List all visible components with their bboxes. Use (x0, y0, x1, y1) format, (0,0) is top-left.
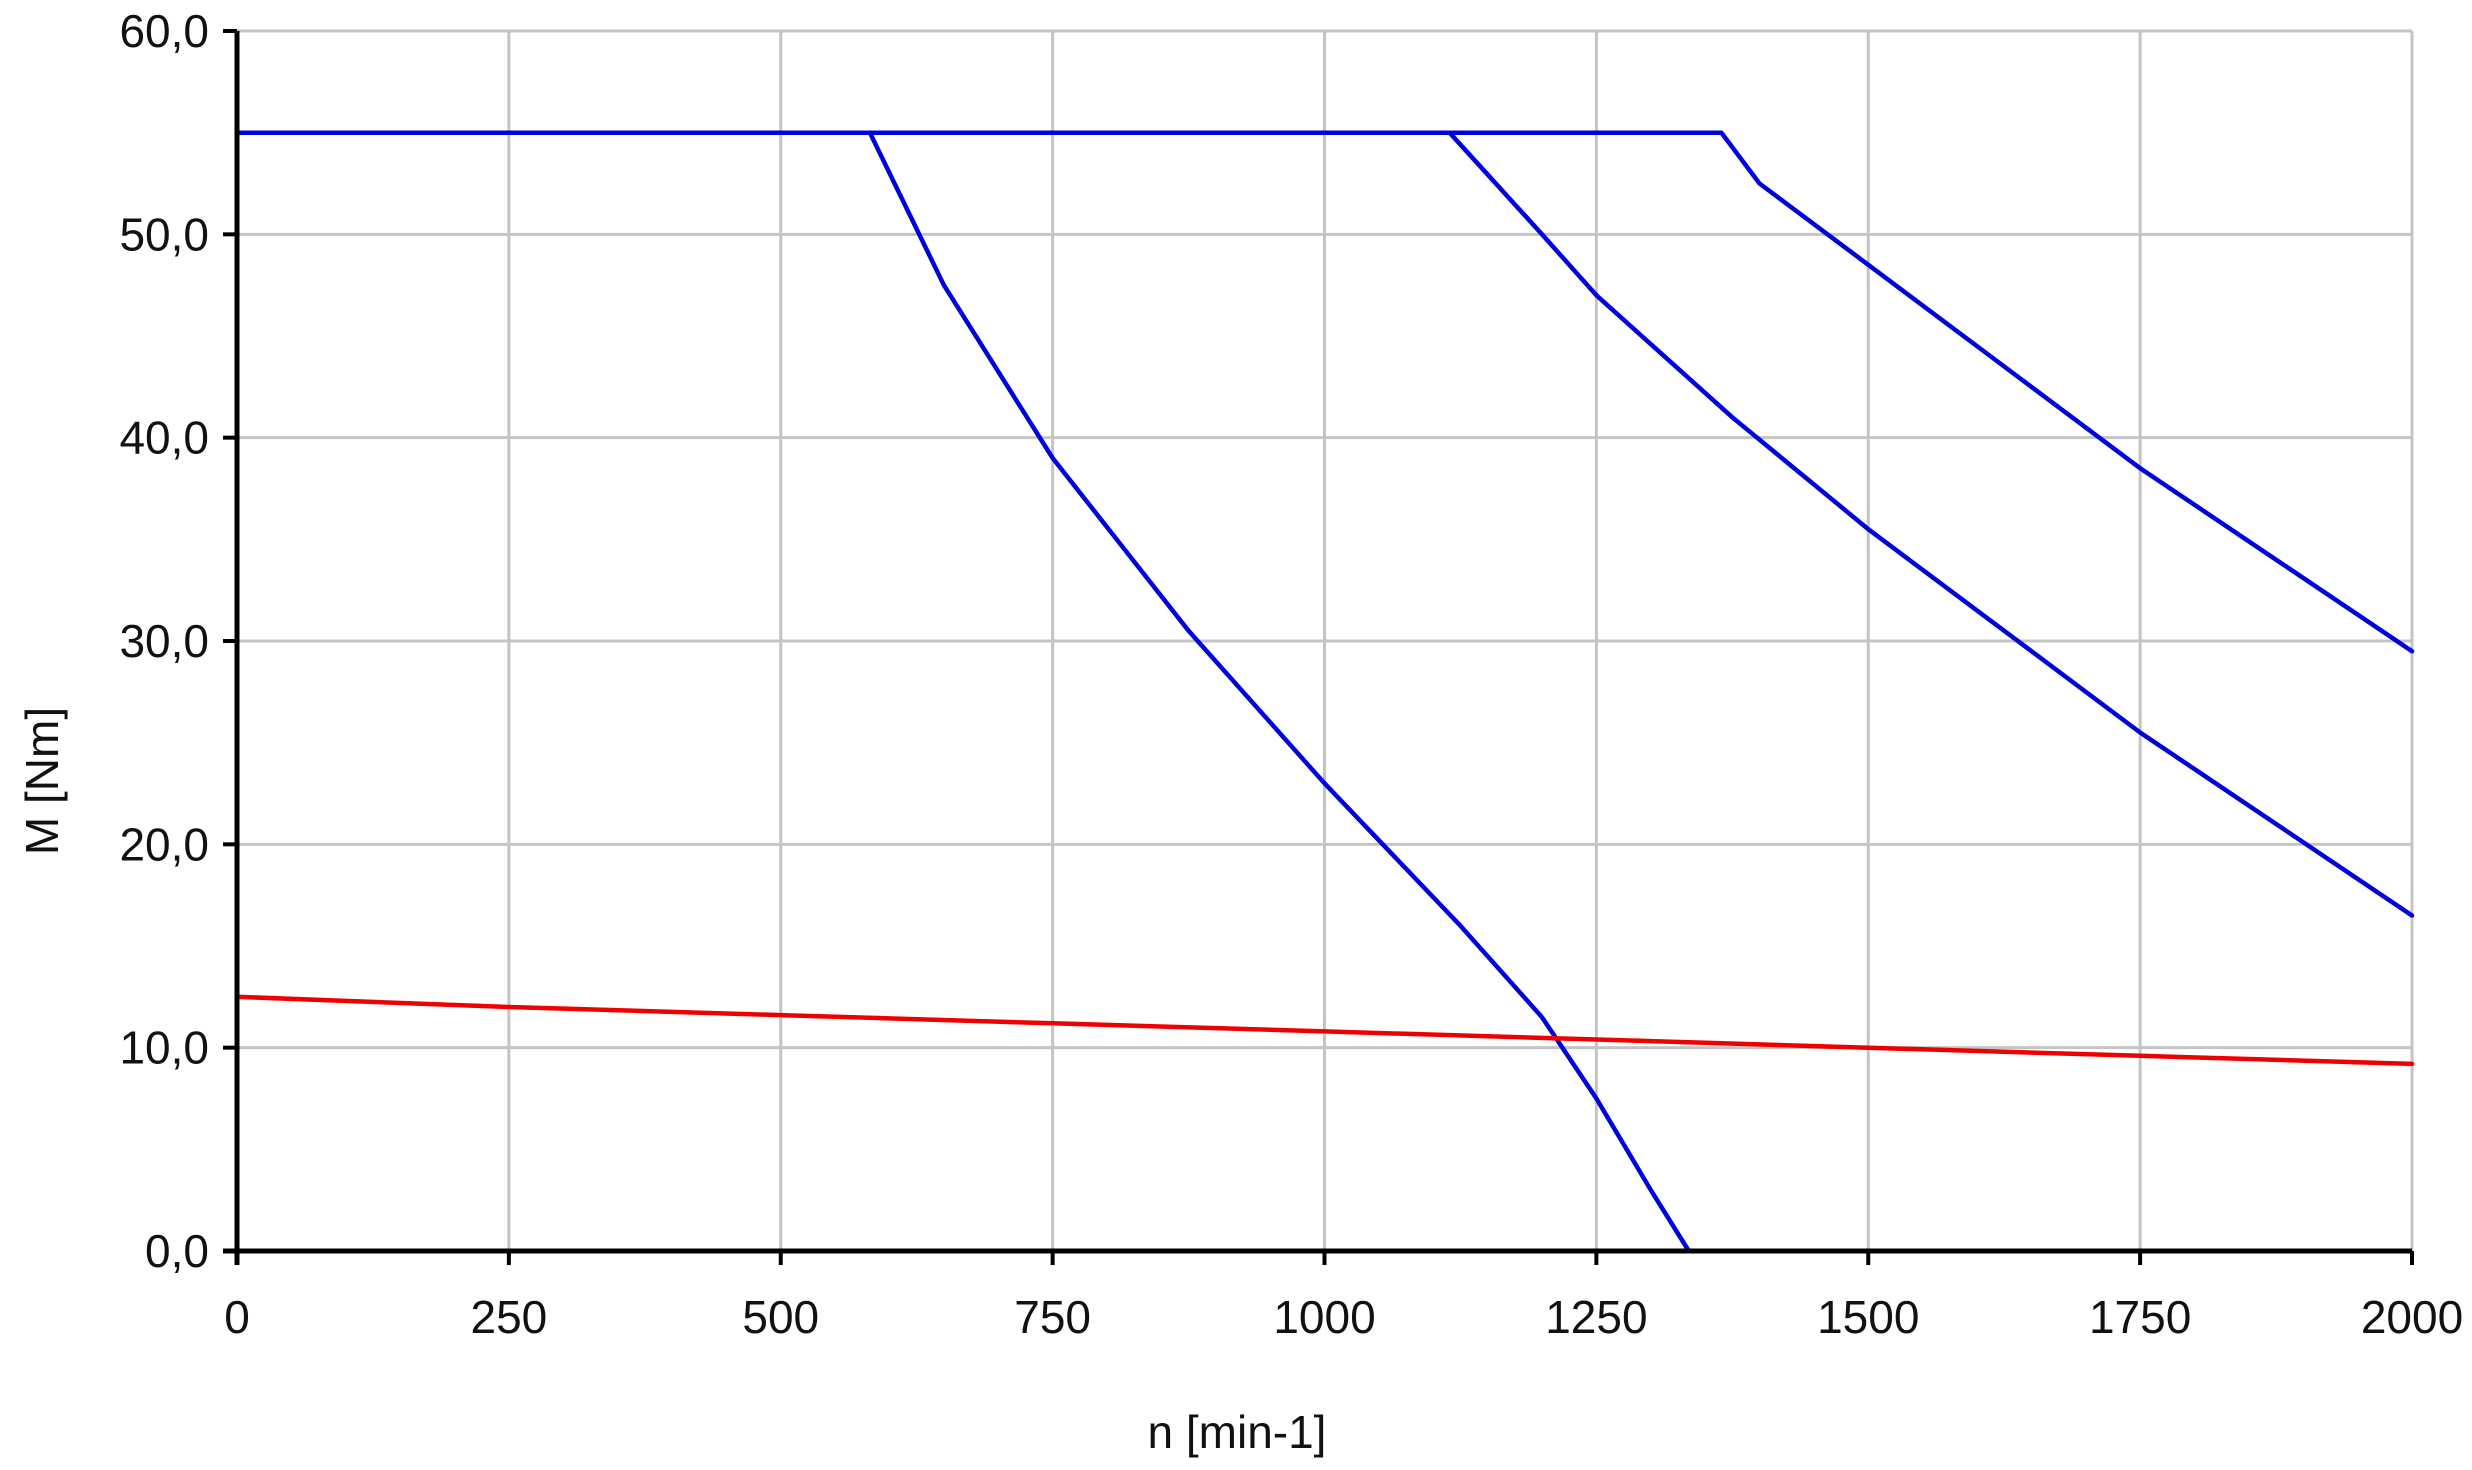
x-tick-label: 1000 (1273, 1291, 1375, 1343)
y-tick-label: 60,0 (119, 5, 209, 57)
y-tick-label: 0,0 (145, 1225, 209, 1277)
x-tick-label: 750 (1014, 1291, 1091, 1343)
y-tick-label: 10,0 (119, 1022, 209, 1074)
x-tick-label: 1500 (1817, 1291, 1919, 1343)
tick-labels: 0 250 500 750 1000 1250 1500 1750 2000 0,0 10,0 20,… (119, 5, 2463, 1343)
x-tick-label: 500 (742, 1291, 819, 1343)
series-layer (234, 130, 2415, 1254)
y-axis-label: M [Nm] (16, 707, 68, 855)
y-tick-label: 20,0 (119, 818, 209, 870)
axes (223, 29, 2414, 1265)
y-tick-label: 50,0 (119, 208, 209, 260)
y-tick-label: 30,0 (119, 615, 209, 667)
grid (237, 29, 2414, 1251)
x-tick-label: 1750 (2089, 1291, 2191, 1343)
series-line-2 (234, 130, 2415, 918)
x-tick-label: 1250 (1545, 1291, 1647, 1343)
series-line-3 (234, 130, 2415, 654)
x-tick-label: 0 (224, 1291, 250, 1343)
x-axis-label: n [min-1] (1148, 1406, 1327, 1458)
y-tick-label: 40,0 (119, 412, 209, 464)
series-line-1 (234, 130, 1692, 1254)
x-tick-label: 2000 (2361, 1291, 2463, 1343)
x-tick-label: 250 (471, 1291, 548, 1343)
series-line-4 (234, 994, 2415, 1067)
